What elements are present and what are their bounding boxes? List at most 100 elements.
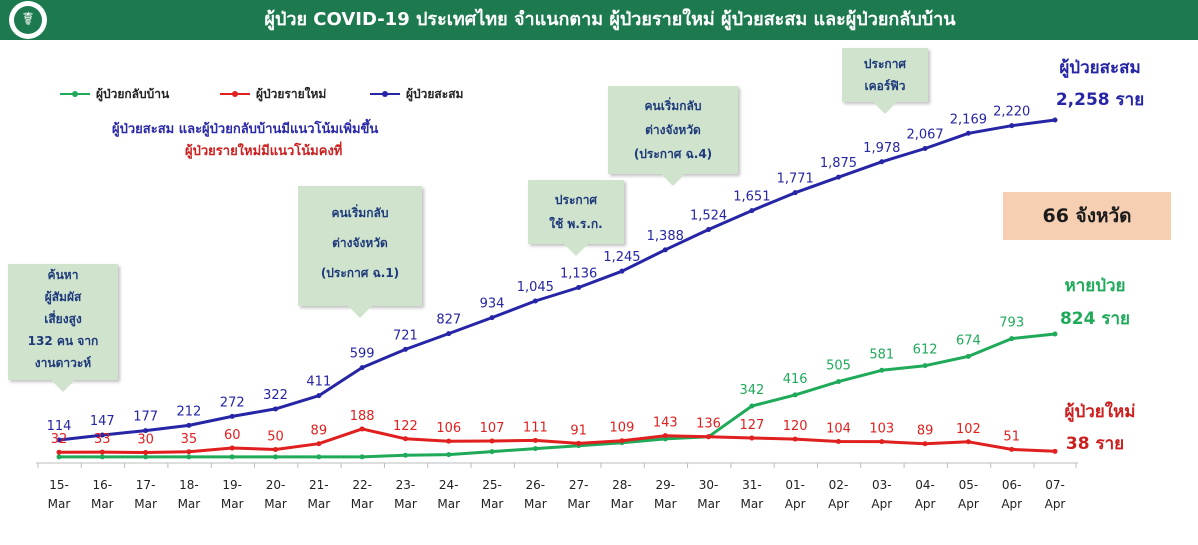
series-cumulative-point xyxy=(576,284,582,290)
callout-line: คนเริ่มกลับ xyxy=(644,99,702,113)
trend-note-new: ผู้ป่วยรายใหม่มีแนวโน้มคงที่ xyxy=(185,144,343,159)
x-tick-label: 31-Mar xyxy=(741,478,764,511)
x-tick-label: 26-Mar xyxy=(524,478,547,511)
series-new-data-label: 50 xyxy=(267,430,284,445)
series-cumulative-data-label: 934 xyxy=(480,297,505,312)
series-recovered-point xyxy=(792,392,798,398)
series-cumulative-point xyxy=(706,227,712,233)
series-recovered-data-label: 793 xyxy=(999,316,1024,331)
x-tick-label: 01-Apr xyxy=(785,478,806,511)
x-tick-label: 04-Apr xyxy=(915,478,936,511)
series-cumulative-data-label: 411 xyxy=(306,375,331,390)
cumulative-total-title: ผู้ป่วยสะสม xyxy=(1059,58,1141,78)
legend-label-cumulative: ผู้ป่วยสะสม xyxy=(406,87,464,101)
series-recovered-point xyxy=(749,403,755,409)
series-new-data-label: 109 xyxy=(610,421,635,436)
callout-return-home-4: คนเริ่มกลับ ต่างจังหวัด (ประกาศ ฉ.4) xyxy=(608,86,738,186)
series-cumulative-point xyxy=(489,315,495,321)
series-new-data-label: 143 xyxy=(653,416,678,431)
series-new-data-label: 60 xyxy=(224,428,241,443)
series-recovered-point xyxy=(532,446,538,452)
series-new-point xyxy=(316,441,322,447)
series-cumulative-point xyxy=(359,365,365,371)
callout-line: ประกาศ xyxy=(554,193,598,207)
series-cumulative-point xyxy=(749,208,755,214)
series-new-point xyxy=(273,447,279,453)
series-cumulative-point xyxy=(1009,123,1015,129)
x-tick-label: 23-Mar xyxy=(394,478,417,511)
series-cumulative-data-label: 1,875 xyxy=(820,156,857,171)
recovered-total-value: 824 ราย xyxy=(1059,309,1131,329)
callout-contact-tracing: ค้นหา ผู้สัมผัส เสี่ยงสูง 132 คน จาก งาน… xyxy=(8,264,118,392)
series-new-point xyxy=(532,437,538,443)
callout-line: (ประกาศ ฉ.1) xyxy=(320,266,400,280)
series-new-point xyxy=(662,433,668,439)
series-cumulative-point xyxy=(662,247,668,253)
series-new-point xyxy=(792,436,798,442)
page-title: ผู้ป่วย COVID-19 ประเทศไทย จำแนกตาม ผู้ป… xyxy=(264,9,956,30)
series-cumulative-data-label: 1,978 xyxy=(863,141,900,156)
series-cumulative-data-label: 114 xyxy=(47,419,72,434)
series-recovered-point xyxy=(316,454,322,460)
series-recovered-point xyxy=(359,454,365,460)
series-recovered-line xyxy=(59,332,1056,459)
series-cumulative-point xyxy=(186,422,192,428)
series-new-point xyxy=(1009,446,1015,452)
callout-line: ต่างจังหวัด xyxy=(332,236,388,250)
recovered-total-title: หายป่วย xyxy=(1064,276,1126,296)
series-recovered-point xyxy=(273,454,279,460)
series-cumulative-data-label: 599 xyxy=(350,347,375,362)
series-recovered-point xyxy=(489,449,495,455)
series-recovered-point xyxy=(56,454,62,460)
series-recovered-point xyxy=(965,353,971,359)
series-cumulative-point xyxy=(532,298,538,304)
series-new-point xyxy=(922,441,928,447)
series-new-point xyxy=(1052,448,1058,454)
series-new-data-label: 107 xyxy=(480,421,505,436)
callout-line: เสี่ยงสูง xyxy=(44,312,82,326)
series-cumulative-data-label: 1,245 xyxy=(603,250,640,265)
series-new-data-label: 103 xyxy=(869,422,894,437)
series-cumulative-point xyxy=(273,406,279,412)
series-cumulative-point xyxy=(316,393,322,399)
series-new-data-label: 120 xyxy=(783,419,808,434)
series-recovered-point xyxy=(402,452,408,458)
series-cumulative-line xyxy=(58,118,1056,442)
series-cumulative-point xyxy=(99,432,105,438)
series-cumulative-point xyxy=(402,346,408,352)
callout-line: ผู้สัมผัส xyxy=(44,290,82,304)
x-tick-label: 18-Mar xyxy=(178,478,201,511)
series-new-data-label: 89 xyxy=(311,424,328,439)
trend-note-cumulative: ผู้ป่วยสะสม และผู้ป่วยกลับบ้านมีแนวโน้มเ… xyxy=(112,122,379,137)
series-new-data-label: 104 xyxy=(826,421,851,436)
series-recovered-data-label: 612 xyxy=(913,343,938,358)
series-cumulative-data-label: 2,067 xyxy=(906,128,943,143)
series-cumulative-data-label: 1,045 xyxy=(517,280,554,295)
x-tick-label: 22-Mar xyxy=(351,478,374,511)
callout-curfew: ประกาศ เคอร์ฟิว xyxy=(842,48,928,114)
series-cumulative-data-label: 272 xyxy=(220,395,245,410)
callout-line: เคอร์ฟิว xyxy=(864,79,906,93)
series-recovered-data-label: 505 xyxy=(826,359,851,374)
x-tick-label: 25-Mar xyxy=(481,478,504,511)
series-recovered-point xyxy=(446,452,452,458)
series-new-line xyxy=(58,427,1056,454)
series-new-point xyxy=(359,426,365,432)
callout-line: ค้นหา xyxy=(47,268,79,282)
callout-line: ใช้ พ.ร.ก. xyxy=(549,217,603,231)
series-new-data-label: 30 xyxy=(137,433,154,448)
callout-line: 132 คน จาก xyxy=(27,334,99,348)
series-cumulative-point xyxy=(1052,117,1058,123)
series-new-data-label: 91 xyxy=(570,423,587,438)
x-tick-label: 19-Mar xyxy=(221,478,244,511)
x-tick-label: 21-Mar xyxy=(308,478,331,511)
x-tick-label: 02-Apr xyxy=(828,478,849,511)
series-recovered-point xyxy=(922,363,928,369)
series-recovered-point xyxy=(143,454,149,460)
x-tick-label: 06-Apr xyxy=(1001,478,1022,511)
series-new-point xyxy=(835,438,841,444)
x-tick-label: 29-Mar xyxy=(654,478,677,511)
series-cumulative-point xyxy=(56,437,62,443)
series-new-data-label: 35 xyxy=(181,432,198,447)
